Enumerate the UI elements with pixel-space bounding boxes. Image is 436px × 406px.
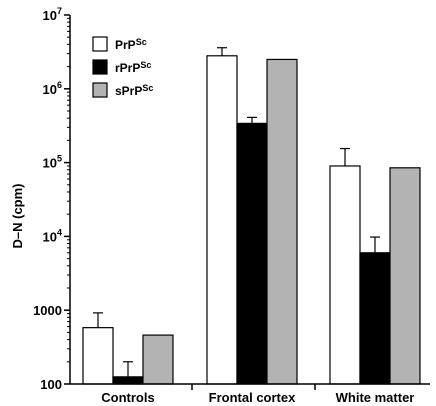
y-tick-label: 100: [40, 377, 62, 392]
legend-label: PrPSc: [115, 37, 147, 52]
legend-swatch: [92, 59, 108, 75]
x-category-label: Controls: [101, 390, 154, 405]
bar: [82, 327, 114, 385]
legend: PrPSc rPrPSc sPrPSc: [92, 36, 153, 98]
legend-swatch: [92, 36, 108, 52]
bar: [266, 58, 298, 385]
y-tick-label: 106: [43, 80, 62, 97]
y-tick-label: 105: [43, 154, 62, 171]
y-tick-label: 104: [43, 227, 62, 244]
x-category-label: White matter: [336, 390, 415, 405]
bar: [236, 122, 268, 385]
x-axis-categories: Controls Frontal cortex White matter: [101, 384, 414, 405]
bar: [142, 334, 174, 385]
bars-group: [82, 47, 421, 385]
legend-swatch: [92, 82, 108, 98]
bar: [206, 55, 238, 385]
bar: [329, 165, 361, 385]
legend-label: rPrPSc: [115, 60, 151, 75]
legend-label: sPrPSc: [115, 83, 153, 98]
y-axis-title: D–N (cpm): [10, 183, 25, 248]
bar: [359, 252, 391, 385]
y-tick-label: 107: [43, 6, 62, 23]
bar: [389, 167, 421, 385]
x-category-label: Frontal cortex: [209, 390, 296, 405]
y-tick-label: 1000: [33, 303, 62, 318]
y-axis-ticks: 107 106 105 104 1000 100: [33, 6, 70, 392]
axes: [69, 15, 430, 385]
bar: [112, 376, 144, 385]
